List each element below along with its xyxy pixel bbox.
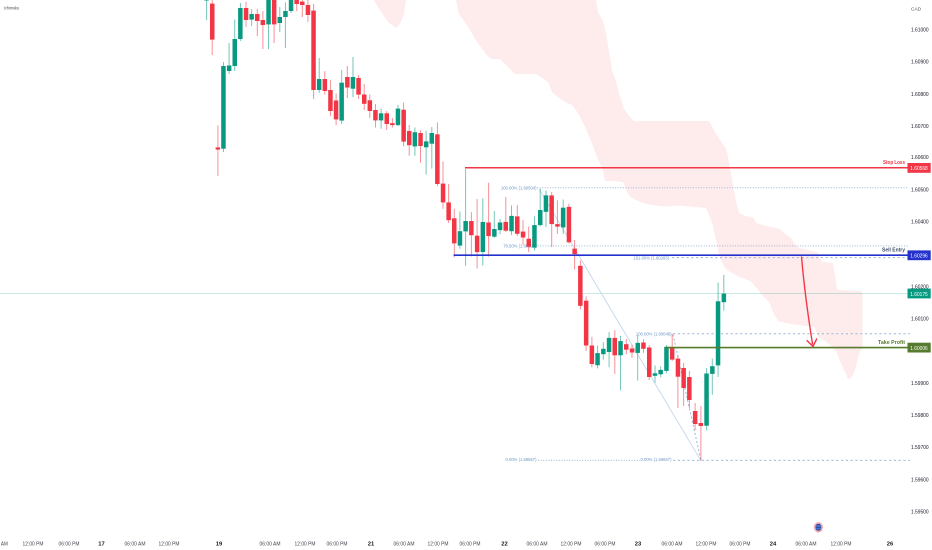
svg-text:17: 17 (98, 542, 104, 548)
svg-text:12:00 PM: 12:00 PM (428, 542, 449, 548)
svg-text:Stop Loss: Stop Loss (883, 160, 906, 166)
svg-text:Sell Entry: Sell Entry (882, 248, 906, 254)
svg-text:06:00 AM: 06:00 AM (394, 542, 415, 548)
svg-text:12:00 PM: 12:00 PM (23, 542, 44, 548)
svg-text:CAD: CAD (911, 7, 922, 13)
svg-text:1.60200: 1.60200 (911, 285, 929, 291)
svg-text:06:00 AM: 06:00 AM (796, 542, 817, 548)
svg-text:1.59700: 1.59700 (911, 445, 929, 451)
svg-text:100.00% (1.60504): 100.00% (1.60504) (501, 185, 537, 190)
svg-text:12:00 PM: 12:00 PM (295, 542, 316, 548)
svg-text:1.59800: 1.59800 (911, 413, 929, 419)
svg-text:0.00% (1.59667): 0.00% (1.59667) (641, 457, 673, 462)
svg-text:21: 21 (368, 542, 375, 548)
svg-text:1.60296: 1.60296 (910, 254, 928, 260)
svg-text:78.50% (1.60324): 78.50% (1.60324) (503, 244, 537, 249)
svg-text:06:00 PM: 06:00 PM (327, 542, 348, 548)
svg-text:1.60900: 1.60900 (911, 60, 929, 66)
svg-text:1.60568: 1.60568 (910, 166, 928, 172)
svg-text:Ichimoku: Ichimoku (4, 5, 19, 11)
svg-text:0.00% (1.59657): 0.00% (1.59657) (506, 457, 538, 462)
svg-text:06:00 PM: 06:00 PM (59, 542, 80, 548)
svg-text:22: 22 (501, 542, 507, 548)
svg-text:06:00 PM: 06:00 PM (460, 542, 481, 548)
svg-text:1.60006: 1.60006 (910, 346, 928, 352)
svg-text:06:00 AM: 06:00 AM (260, 542, 281, 548)
svg-text:12:00 PM: 12:00 PM (159, 542, 180, 548)
svg-text:12:00 PM: 12:00 PM (831, 542, 852, 548)
svg-text:1.59600: 1.59600 (911, 477, 929, 483)
svg-text:1.60500: 1.60500 (911, 187, 929, 193)
svg-text:06:00 AM: 06:00 AM (527, 542, 548, 548)
svg-text:1.59900: 1.59900 (911, 381, 929, 387)
svg-text:1.60175: 1.60175 (910, 292, 928, 298)
svg-text:1.59500: 1.59500 (911, 509, 929, 515)
svg-text:1.61000: 1.61000 (911, 28, 929, 34)
svg-text:06:00 AM: 06:00 AM (125, 542, 146, 548)
svg-text:161.80% (1.60283): 161.80% (1.60283) (633, 255, 669, 260)
svg-text:19: 19 (216, 542, 223, 548)
svg-text:1.60100: 1.60100 (911, 317, 929, 323)
svg-text:1.60600: 1.60600 (911, 155, 929, 161)
svg-text:1.60700: 1.60700 (911, 124, 929, 130)
svg-text:12:00 PM: 12:00 PM (561, 542, 582, 548)
svg-text:06:00 AM: 06:00 AM (662, 542, 683, 548)
svg-text:26: 26 (887, 542, 894, 548)
svg-text:12:00 PM: 12:00 PM (696, 542, 717, 548)
svg-text:1.60400: 1.60400 (911, 220, 929, 226)
svg-text:24: 24 (770, 542, 777, 548)
svg-text:06:00 PM: 06:00 PM (595, 542, 616, 548)
svg-text:0 AM: 0 AM (0, 542, 8, 548)
svg-text:Take Profit: Take Profit (878, 340, 905, 346)
svg-text:100.00% (1.60048): 100.00% (1.60048) (636, 332, 672, 337)
svg-text:23: 23 (635, 542, 642, 548)
svg-text:1.60800: 1.60800 (911, 92, 929, 98)
svg-text:06:00 PM: 06:00 PM (730, 542, 751, 548)
